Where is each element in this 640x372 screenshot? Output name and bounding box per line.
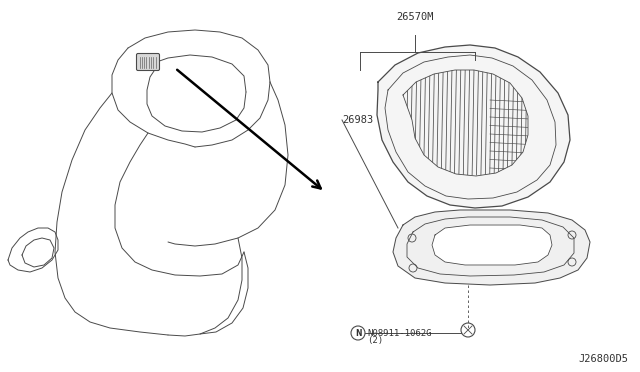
Polygon shape [377,45,570,208]
Polygon shape [393,210,590,285]
Text: N: N [355,328,361,337]
FancyBboxPatch shape [136,54,159,71]
Polygon shape [432,225,552,265]
Text: N08911-1062G: N08911-1062G [367,328,431,337]
Text: 26983: 26983 [342,115,373,125]
Text: (2): (2) [367,337,383,346]
Text: 26570M: 26570M [396,12,434,22]
Text: J26800D5: J26800D5 [578,354,628,364]
